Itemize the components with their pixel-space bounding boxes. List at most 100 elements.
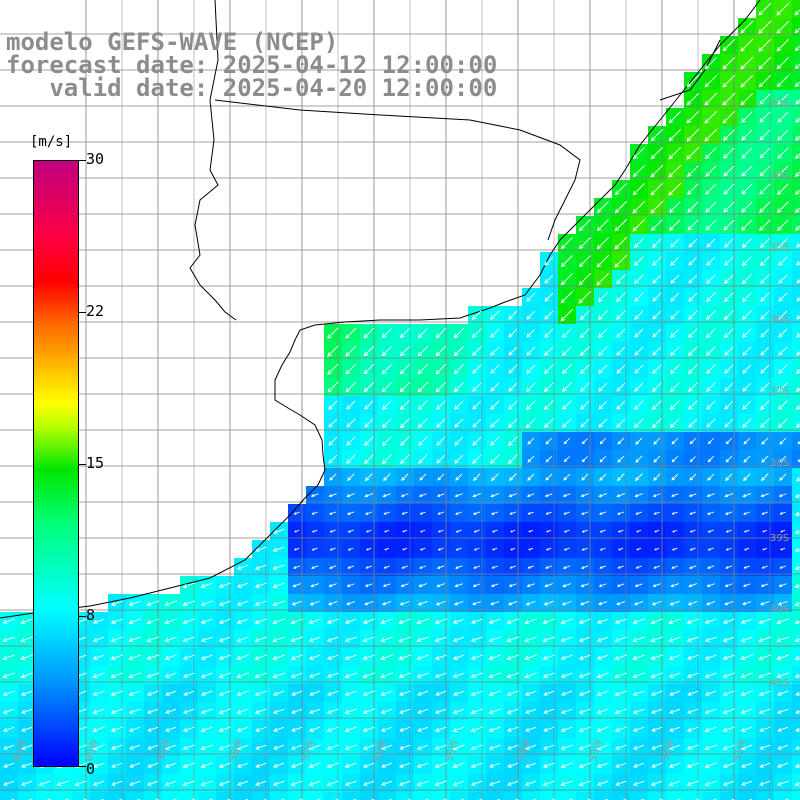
wind-arrow [218,636,231,642]
wind-speed-cell [468,792,487,800]
wind-arrow [761,455,769,463]
wind-speed-cell [288,792,307,800]
wind-arrow [471,328,482,339]
wind-arrow [632,690,645,697]
wind-arrow [272,546,285,552]
wind-arrow [616,583,625,588]
wind-arrow [419,565,427,569]
wind-arrow [347,547,354,551]
wind-arrow [632,726,645,732]
wind-arrow [399,744,411,750]
wind-arrow [687,690,699,696]
wind-arrow [110,708,123,715]
wind-arrow [794,45,800,52]
wind-arrow [200,690,213,696]
wind-arrow [794,63,800,70]
wind-arrow [453,346,464,357]
wind-speed-cell [792,162,800,181]
wind-arrow [777,165,789,177]
wind-arrow [722,618,735,624]
wind-arrow [399,346,410,357]
wind-arrow [417,600,428,606]
wind-arrow [254,636,267,643]
wind-arrow [218,690,231,697]
wind-arrow [633,744,645,750]
wind-arrow [382,583,391,588]
wind-arrow [778,238,788,248]
wind-speed-cell [216,792,235,800]
wind-arrow [327,381,339,393]
wind-arrow [650,636,664,643]
wind-arrow [759,147,771,159]
wind-arrow [776,780,789,786]
wind-arrow [524,690,537,696]
wind-arrow [759,256,770,267]
wind-arrow [490,400,500,410]
wind-arrow [362,636,375,643]
wind-arrow [704,780,717,787]
wind-arrow [218,582,231,589]
wind-arrow [436,493,445,498]
wind-arrow [310,583,320,588]
wind-arrow [308,726,321,732]
wind-arrow [147,744,159,750]
wind-arrow [38,780,51,787]
wind-arrow [524,618,537,625]
wind-arrow [329,529,336,533]
wind-arrow [633,238,644,249]
wind-arrow [218,708,231,715]
wind-arrow [615,762,627,768]
wind-arrow [651,600,662,606]
wind-arrow [636,547,642,551]
wind-arrow [580,400,590,410]
wind-arrow [545,437,553,445]
wind-arrow [741,129,753,141]
wind-arrow [794,637,800,643]
wind-arrow [454,400,464,410]
wind-arrow [668,146,682,160]
wind-arrow [510,529,516,533]
wind-arrow [687,346,698,357]
wind-arrow [344,636,357,642]
wind-arrow [758,219,771,232]
wind-arrow [311,511,318,515]
wind-arrow [473,547,480,551]
wind-arrow [290,780,303,787]
wind-arrow [560,308,574,322]
wind-arrow [705,219,717,231]
wind-arrow [652,346,662,356]
wind-arrow [381,436,392,447]
wind-arrow [614,726,627,733]
wind-arrow [416,654,429,661]
wind-arrow [434,726,447,732]
wind-arrow [346,400,356,410]
wind-arrow [578,780,591,787]
wind-arrow [437,473,445,481]
wind-arrow [384,547,390,551]
wind-arrow [706,274,716,284]
wind-arrow [614,236,628,250]
wind-arrow [452,780,465,787]
wind-arrow [707,547,714,551]
wind-arrow [562,400,572,410]
wind-arrow [778,256,788,266]
wind-arrow [704,726,717,733]
wind-arrow [580,565,589,569]
wind-speed-cell [792,270,800,289]
wind-arrow [542,780,555,787]
wind-arrow [634,400,644,410]
wind-speed-cell [792,702,800,721]
wind-arrow [383,565,390,569]
wind-arrow [507,601,518,606]
wind-arrow [490,346,500,356]
wind-arrow [705,165,717,177]
wind-arrow [363,382,374,393]
wind-arrow [596,201,609,214]
wind-arrow [525,708,537,714]
wind-arrow [794,189,800,196]
wind-arrow [688,310,698,320]
wind-arrow [308,618,321,625]
wind-arrow [255,744,267,750]
wind-arrow [668,636,681,643]
wind-arrow [417,328,428,339]
